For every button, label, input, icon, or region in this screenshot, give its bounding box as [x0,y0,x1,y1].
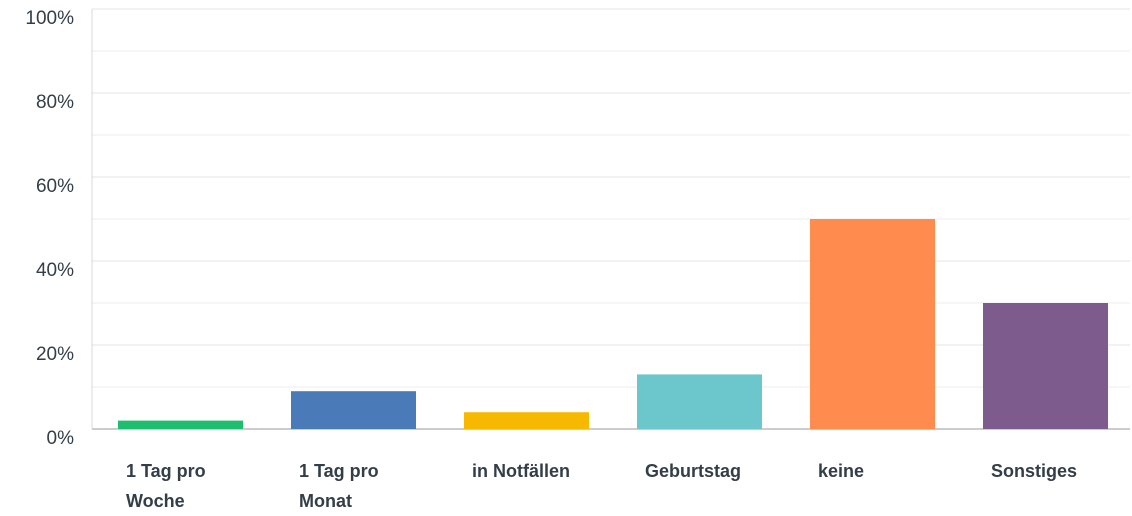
bar [637,374,762,429]
x-tick-label: keine [818,461,865,481]
bar [464,412,589,429]
x-tick-label: 1 Tag pro Monat [299,461,379,511]
x-tick-label: in Notfällen [472,461,570,481]
bar [810,219,935,429]
y-tick-label: 80% [35,92,74,113]
x-tick-label: Sonstiges [991,461,1078,481]
bar [983,303,1108,429]
y-tick-label: 100% [25,8,74,29]
bar [118,420,243,429]
y-tick-label: 40% [35,260,74,281]
y-tick-label: 60% [35,176,74,197]
y-tick-label: 0% [46,428,74,449]
bar [291,391,416,429]
x-tick-label: Geburtstag [645,461,742,481]
y-tick-label: 20% [35,344,74,365]
x-tick-label: 1 Tag pro Woche [126,461,206,511]
